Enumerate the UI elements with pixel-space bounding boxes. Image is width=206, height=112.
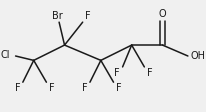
Text: Br: Br: [52, 11, 63, 21]
Text: O: O: [159, 10, 166, 19]
Text: Cl: Cl: [1, 50, 10, 60]
Text: F: F: [49, 83, 55, 93]
Text: F: F: [116, 83, 122, 93]
Text: F: F: [85, 11, 91, 21]
Text: F: F: [147, 68, 153, 78]
Text: OH: OH: [190, 51, 205, 61]
Text: F: F: [82, 83, 87, 93]
Text: F: F: [114, 68, 120, 78]
Text: F: F: [15, 83, 20, 93]
